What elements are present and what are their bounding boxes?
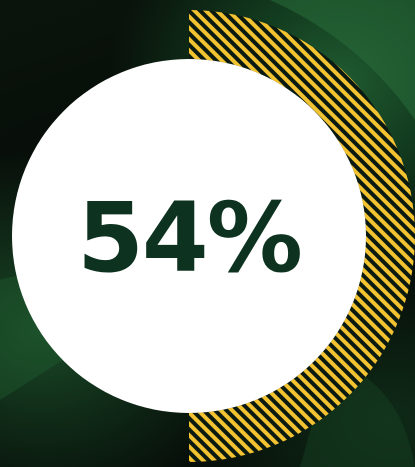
value-circle: 54% bbox=[12, 59, 366, 413]
percent-value: 54% bbox=[77, 182, 303, 294]
